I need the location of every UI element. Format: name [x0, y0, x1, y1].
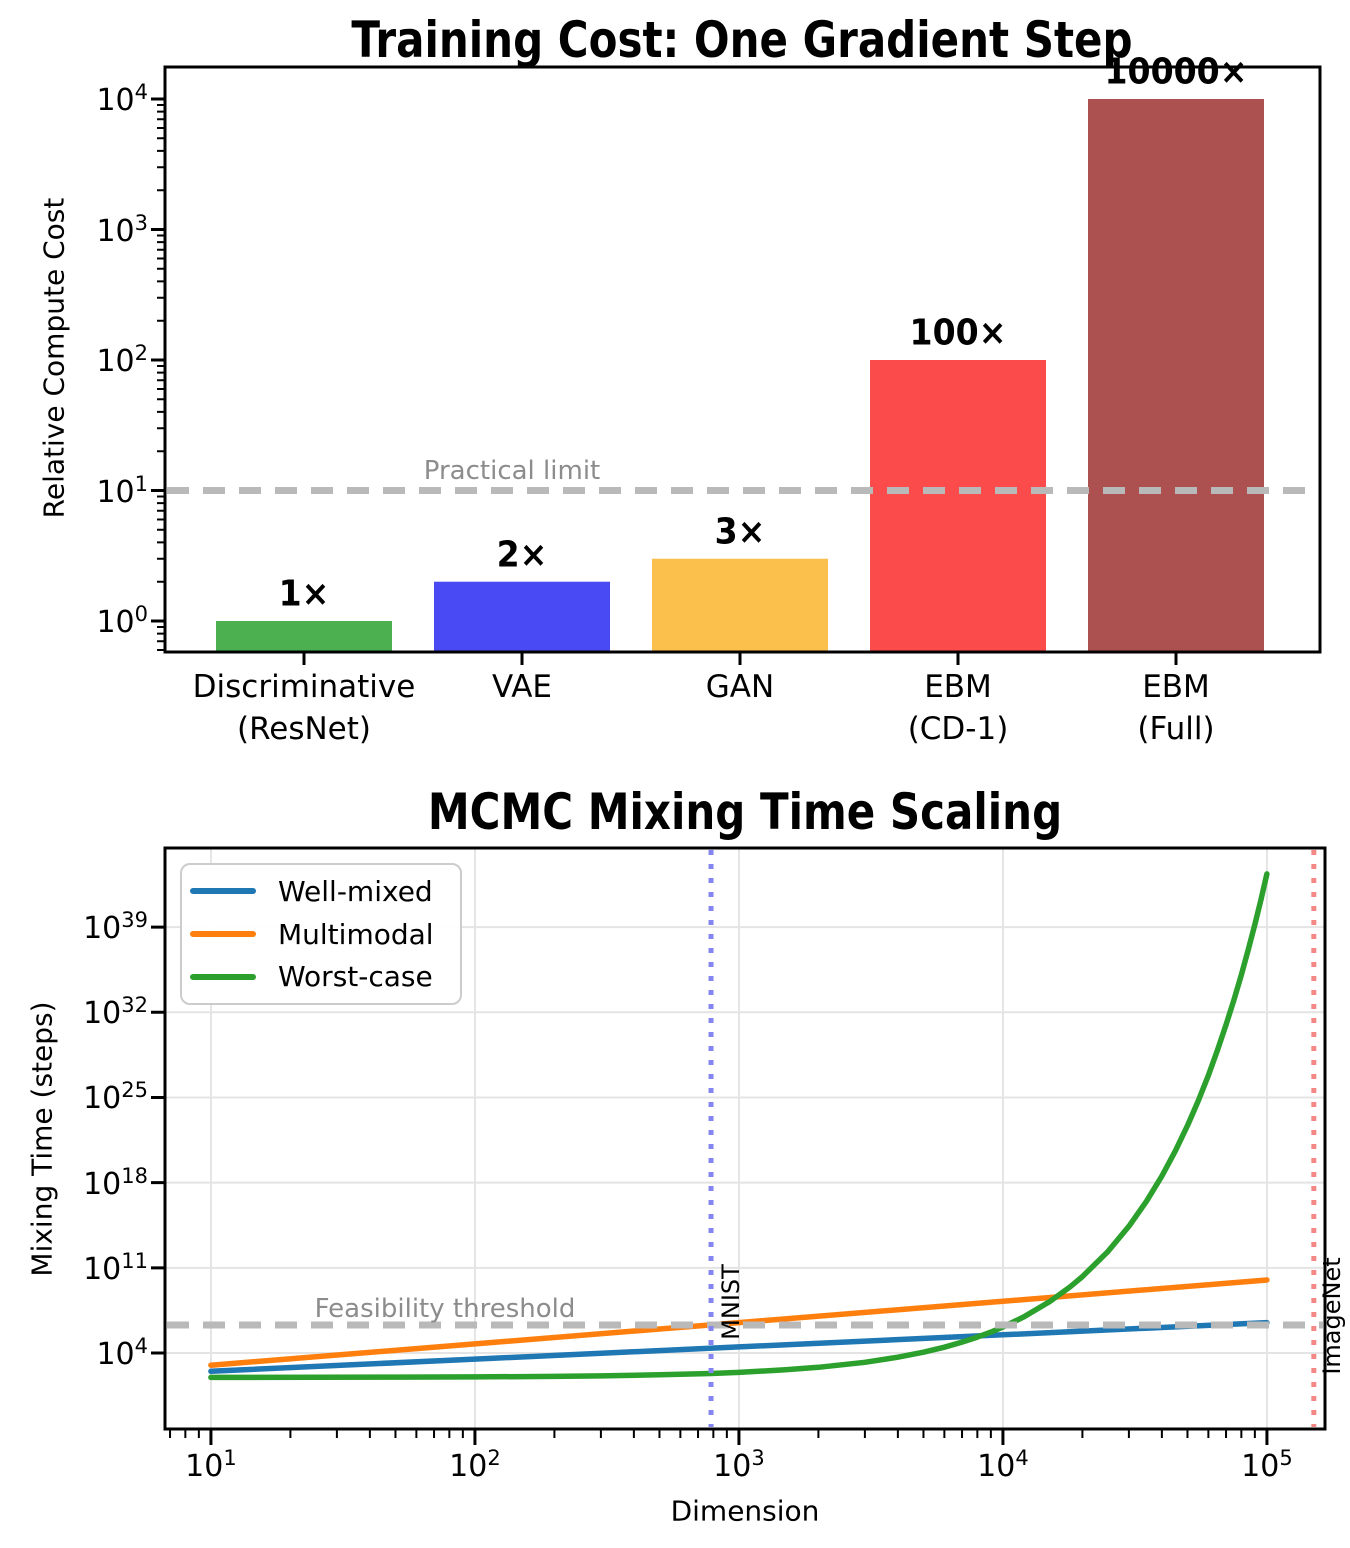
gridlines — [165, 848, 1325, 1429]
top-minor-ticks — [157, 103, 165, 651]
category-label: GAN — [705, 669, 775, 705]
legend-entry-label: Worst-case — [278, 960, 433, 994]
bottom-plot-border — [163, 846, 1327, 1431]
legend-entry-label: Well-mixed — [278, 874, 433, 908]
imagenet-marker-label: ImageNet — [1318, 1257, 1346, 1375]
bar-ebm-cd1 — [870, 360, 1046, 652]
bottom-minor-ticks — [169, 1429, 1256, 1438]
bottom-x-tick-label: 105 — [1241, 1446, 1293, 1484]
bottom-chart-title: MCMC Mixing Time Scaling — [427, 783, 1063, 841]
top-major-ticks — [151, 97, 1178, 665]
legend-swatch — [190, 931, 256, 937]
bottom-x-tick-label: 103 — [713, 1446, 765, 1484]
bar-value-label: 2× — [496, 534, 548, 576]
bottom-x-tick-label: 102 — [449, 1446, 501, 1484]
bottom-x-tick-label: 101 — [185, 1446, 237, 1484]
top-y-tick-label: 103 — [96, 210, 148, 249]
mnist-marker-label: MNIST — [717, 1264, 745, 1340]
bottom-y-tick-label: 1018 — [83, 1163, 148, 1202]
top-y-tick-label: 101 — [96, 471, 148, 510]
category-label: VAE — [491, 669, 553, 705]
top-y-tick-label: 104 — [96, 80, 148, 118]
bar-value-label: 3× — [714, 511, 766, 553]
series-multimodal — [208, 1277, 1270, 1368]
bottom-chart-ylabel: Mixing Time (steps) — [25, 1001, 59, 1277]
legend-entry-label: Multimodal — [278, 917, 434, 951]
bottom-chart-xlabel: Dimension — [670, 1494, 820, 1528]
legend-entry: Well-mixed — [182, 875, 460, 908]
category-label: Discriminative (ResNet) — [192, 669, 416, 747]
legend-entry: Multimodal — [182, 918, 460, 951]
top-y-tick-label: 100 — [96, 602, 148, 640]
practical-limit-label: Practical limit — [423, 456, 601, 486]
bar-vae — [434, 581, 610, 652]
bottom-major-ticks — [151, 925, 1269, 1445]
legend-swatch — [190, 973, 256, 980]
bottom-y-tick-label: 1032 — [83, 993, 148, 1032]
category-label: EBM (Full) — [1137, 669, 1215, 747]
top-chart-ylabel: Relative Compute Cost — [37, 197, 71, 519]
bar-discriminative-resnet — [216, 621, 392, 652]
bar-ebm-full — [1088, 99, 1264, 652]
top-y-tick-label: 102 — [96, 341, 148, 379]
bottom-y-tick-label: 104 — [96, 1334, 148, 1372]
bottom-y-tick-label: 1025 — [83, 1078, 148, 1117]
feasibility-threshold-label: Feasibility threshold — [314, 1294, 576, 1324]
bar-gan — [652, 558, 828, 652]
legend: Well-mixed Multimodal Worst-case — [180, 863, 462, 1005]
bar-value-label: 10000× — [1104, 51, 1248, 93]
bottom-y-tick-label: 1011 — [83, 1248, 148, 1287]
series-well-mixed — [208, 1319, 1270, 1375]
bar-value-label: 100× — [909, 312, 1007, 354]
legend-swatch — [190, 888, 256, 895]
bottom-x-tick-label: 104 — [977, 1446, 1029, 1484]
bar-value-label: 1× — [278, 573, 330, 615]
category-label: EBM (CD-1) — [907, 669, 1009, 747]
series-worst-case — [208, 871, 1270, 1381]
bottom-y-tick-label: 1039 — [83, 908, 148, 947]
top-chart-title: Training Cost: One Gradient Step — [351, 11, 1133, 69]
legend-entry: Worst-case — [182, 960, 460, 993]
